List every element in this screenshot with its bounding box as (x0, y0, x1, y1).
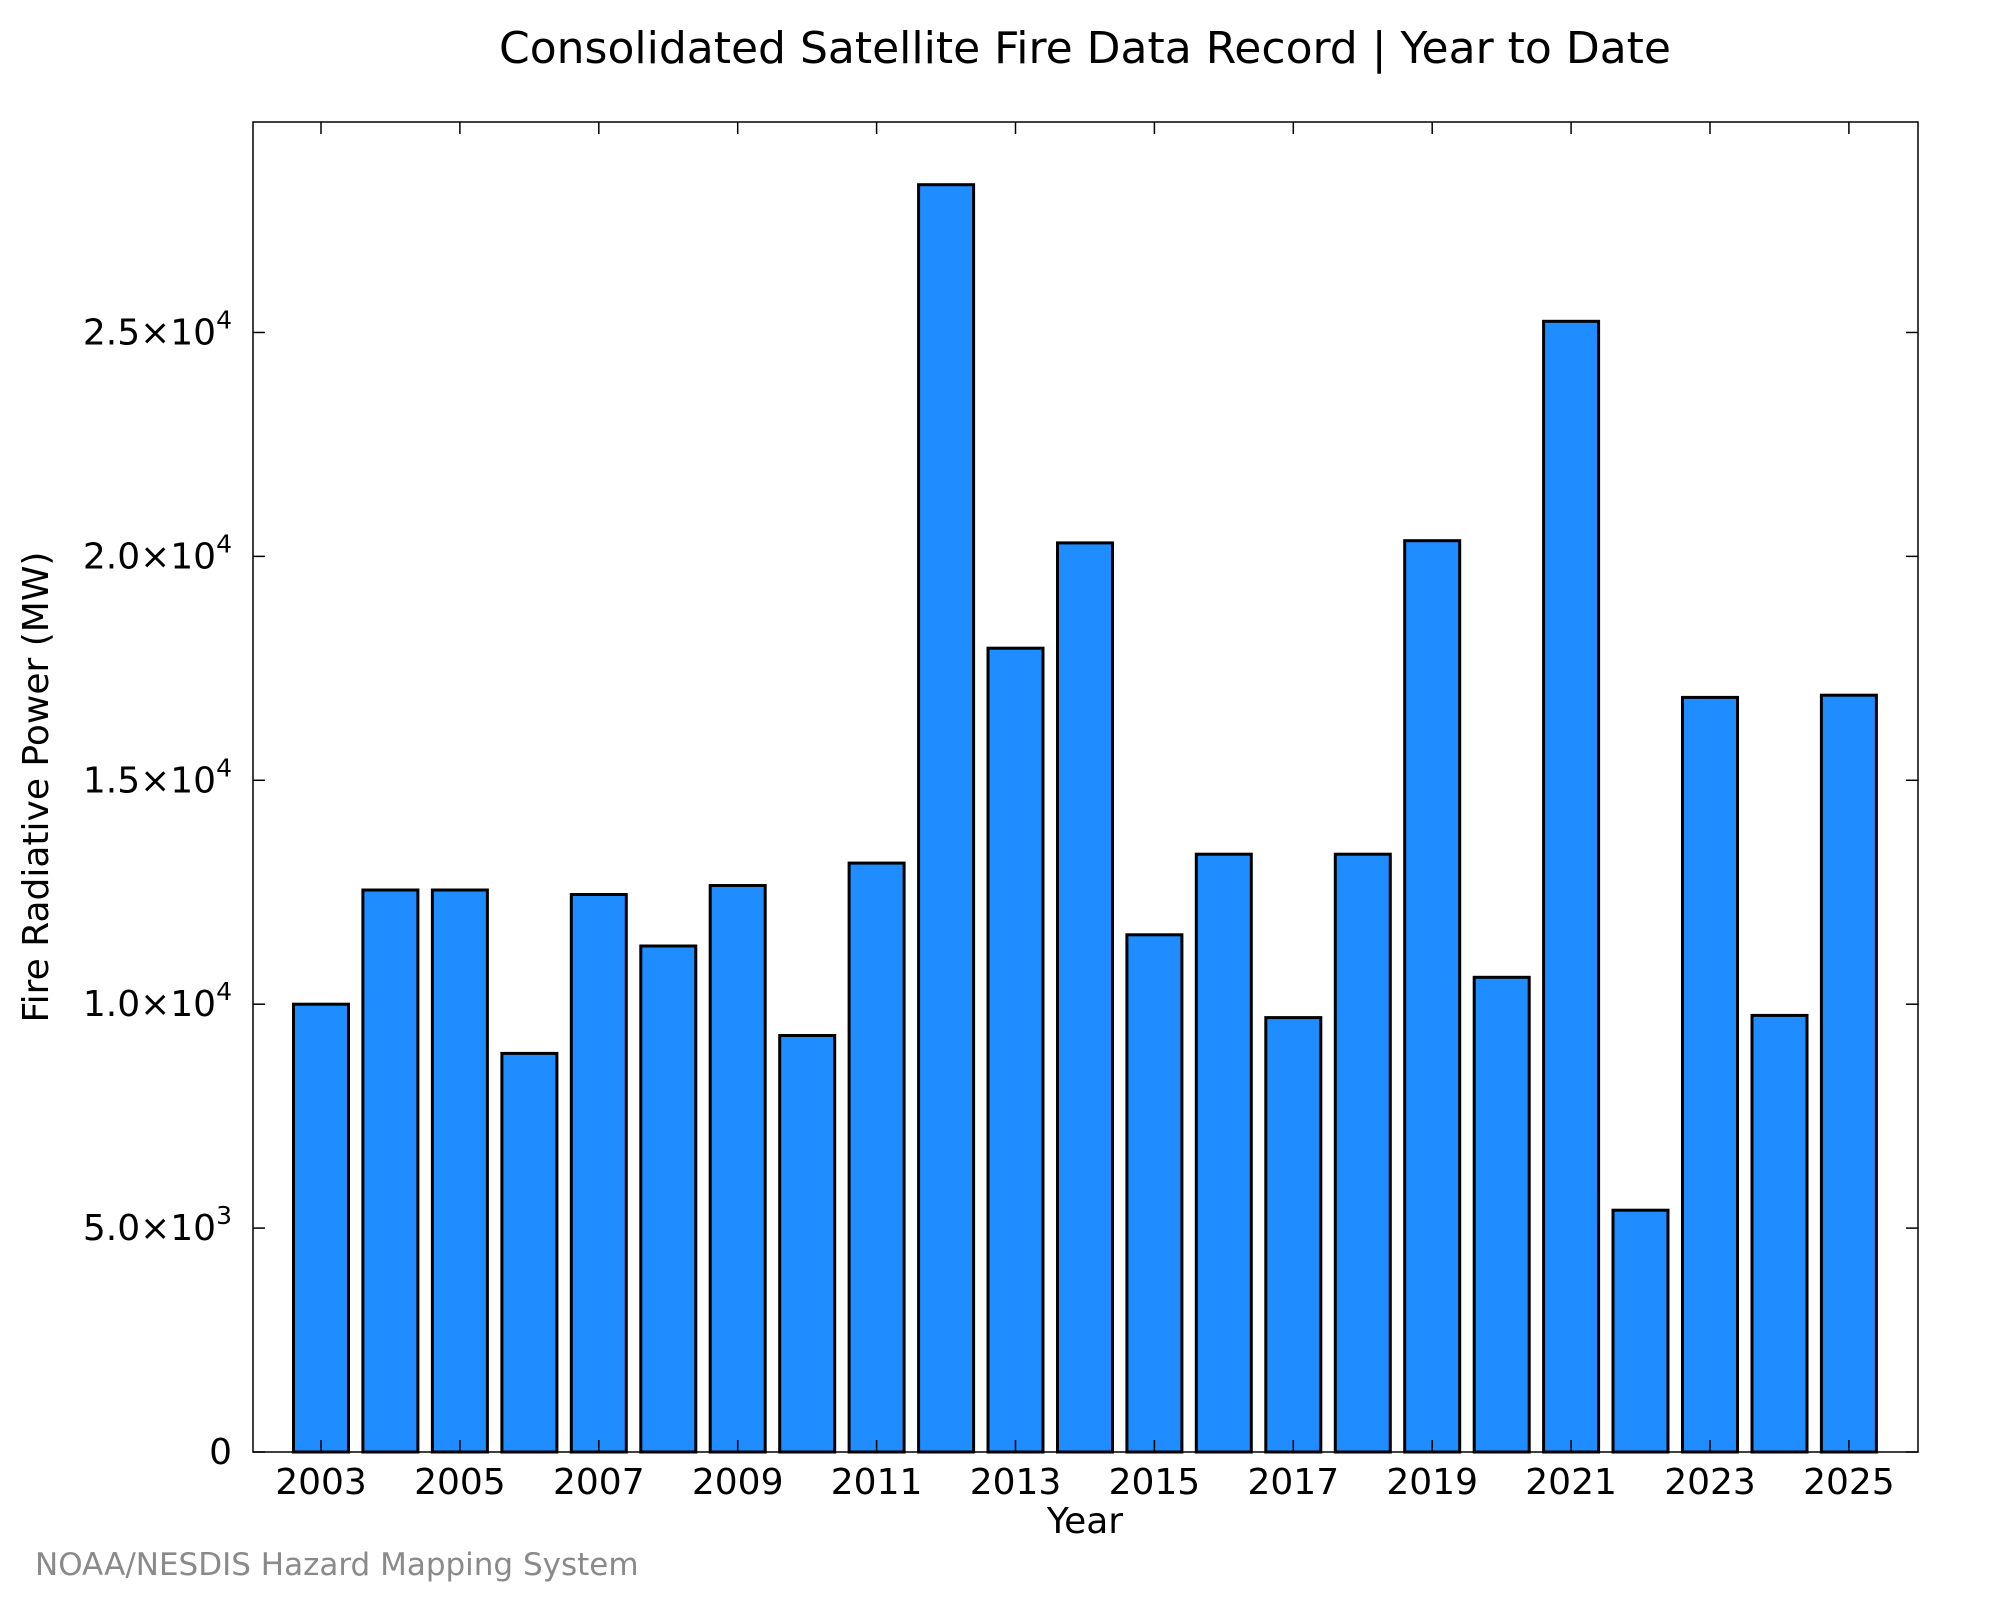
bar-2008 (639, 944, 698, 1454)
y-tick-label-25000: 2.5×104 (83, 305, 232, 353)
bar-2024 (1750, 1013, 1809, 1454)
x-tick-label-2013: 2013 (970, 1462, 1062, 1503)
x-tick-label-2021: 2021 (1525, 1462, 1617, 1503)
plot-frame (252, 121, 1919, 1453)
x-tick-label-2007: 2007 (553, 1462, 645, 1503)
bar-2023 (1681, 695, 1739, 1454)
bar-2017 (1264, 1016, 1323, 1454)
y-tick-label-0: 0 (209, 1432, 232, 1473)
y-tick-label-5000: 5.0×103 (83, 1201, 232, 1249)
x-axis-label: Year (1046, 1501, 1123, 1542)
x-tick-label-2003: 2003 (275, 1462, 367, 1503)
x-tick-label-2011: 2011 (831, 1462, 923, 1503)
bar-2020 (1472, 975, 1531, 1454)
bar-2021 (1542, 319, 1601, 1454)
y-tick-label-10000: 1.0×104 (83, 977, 232, 1025)
x-tick-label-2023: 2023 (1664, 1462, 1756, 1503)
y-tick-label-15000: 1.5×104 (83, 753, 232, 801)
bar-2010 (778, 1034, 837, 1454)
y-axis-label: Fire Radiative Power (MW) (16, 552, 57, 1023)
bar-2011 (847, 861, 906, 1454)
x-tick-label-2015: 2015 (1109, 1462, 1201, 1503)
bar-2006 (500, 1051, 559, 1454)
x-tick-label-2009: 2009 (692, 1462, 784, 1503)
bar-2025 (1819, 693, 1878, 1454)
bar-2014 (1056, 541, 1114, 1454)
x-tick-label-2019: 2019 (1386, 1462, 1478, 1503)
bar-2015 (1125, 933, 1184, 1454)
x-tick-label-2017: 2017 (1247, 1462, 1339, 1503)
chart-title: Consolidated Satellite Fire Data Record … (499, 23, 1671, 74)
ticks-layer: 2003 2005 2007 2009 2011 2013 2015 2017 2019 2021… (83, 122, 1918, 1503)
x-tick-label-2005: 2005 (414, 1462, 506, 1503)
bar-2003 (292, 1002, 350, 1454)
source-credit: NOAA/NESDIS Hazard Mapping System (35, 1547, 639, 1583)
bars-layer (292, 183, 1878, 1454)
bar-2018 (1333, 852, 1392, 1454)
bar-2012 (917, 183, 976, 1454)
y-tick-label-20000: 2.0×104 (83, 529, 232, 577)
bar-2016 (1194, 852, 1253, 1454)
bar-2022 (1611, 1208, 1670, 1454)
bar-2009 (708, 884, 767, 1454)
bar-2019 (1403, 539, 1462, 1454)
bar-2013 (986, 646, 1045, 1454)
bar-2005 (430, 888, 489, 1454)
bar-2007 (569, 893, 628, 1454)
bar-2004 (361, 888, 420, 1454)
x-tick-label-2025: 2025 (1803, 1462, 1895, 1503)
